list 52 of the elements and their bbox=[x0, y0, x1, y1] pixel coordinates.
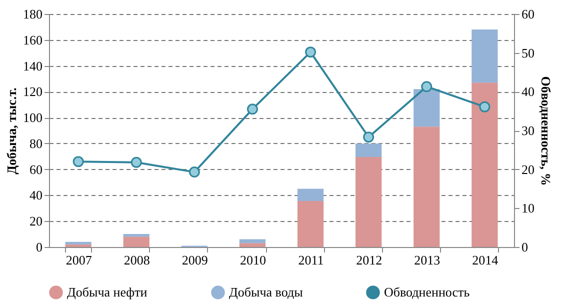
bar bbox=[356, 143, 382, 158]
point bbox=[363, 132, 374, 143]
point bbox=[479, 101, 490, 112]
legend-label: Добыча нефти bbox=[67, 284, 148, 300]
x-tick-label: 2009 bbox=[182, 252, 208, 268]
x-tick-label: 2007 bbox=[66, 252, 92, 268]
y-tick-label: 60 bbox=[30, 162, 42, 177]
y2-tick-label: 50 bbox=[522, 45, 534, 60]
x-tick-label: 2011 bbox=[298, 252, 324, 268]
y-tick-label: 140 bbox=[23, 58, 42, 74]
point bbox=[130, 156, 142, 168]
x-tick-label: 2013 bbox=[414, 252, 440, 268]
y-tick-label: 180 bbox=[23, 6, 42, 22]
bar bbox=[65, 244, 92, 247]
legend-label: Добыча воды bbox=[229, 284, 304, 300]
y-tick-label: 80 bbox=[30, 136, 42, 151]
y2-axis-title: Обводненность, % bbox=[538, 76, 554, 186]
bar bbox=[297, 188, 324, 202]
x-tick-label: 2008 bbox=[124, 252, 150, 268]
bar bbox=[239, 243, 266, 247]
y-tick-label: 120 bbox=[23, 84, 42, 100]
bar bbox=[356, 157, 382, 247]
y2-tick-label: 20 bbox=[522, 162, 534, 177]
bar bbox=[297, 201, 324, 247]
bar bbox=[472, 82, 498, 247]
point bbox=[72, 156, 84, 168]
bar bbox=[123, 236, 150, 247]
point bbox=[305, 46, 316, 58]
y2-tick-label: 40 bbox=[522, 84, 534, 100]
x-tick-label: 2012 bbox=[356, 252, 382, 268]
bar bbox=[65, 242, 92, 244]
bar bbox=[239, 239, 266, 244]
y-tick-label: 20 bbox=[30, 214, 42, 229]
legend-label: Обводненность bbox=[384, 284, 470, 300]
bar bbox=[472, 30, 498, 83]
point bbox=[246, 104, 258, 115]
y2-tick-label: 0 bbox=[522, 240, 528, 254]
y-axis-title: Добыча, тыс.т. bbox=[4, 88, 19, 174]
y-tick-label: 160 bbox=[23, 32, 42, 48]
y-tick-label: 100 bbox=[23, 110, 42, 126]
y2-tick-label: 60 bbox=[522, 6, 534, 22]
x-tick-label: 2010 bbox=[240, 252, 266, 268]
bar bbox=[414, 89, 440, 127]
y2-tick-label: 30 bbox=[522, 123, 534, 138]
y-tick-label: 0 bbox=[36, 240, 42, 254]
bar bbox=[414, 126, 440, 247]
y-tick-label: 40 bbox=[30, 188, 42, 203]
bar bbox=[123, 234, 150, 237]
x-tick-label: 2014 bbox=[472, 252, 499, 268]
y2-tick-label: 10 bbox=[522, 200, 534, 216]
point bbox=[188, 166, 200, 178]
point bbox=[421, 81, 432, 92]
